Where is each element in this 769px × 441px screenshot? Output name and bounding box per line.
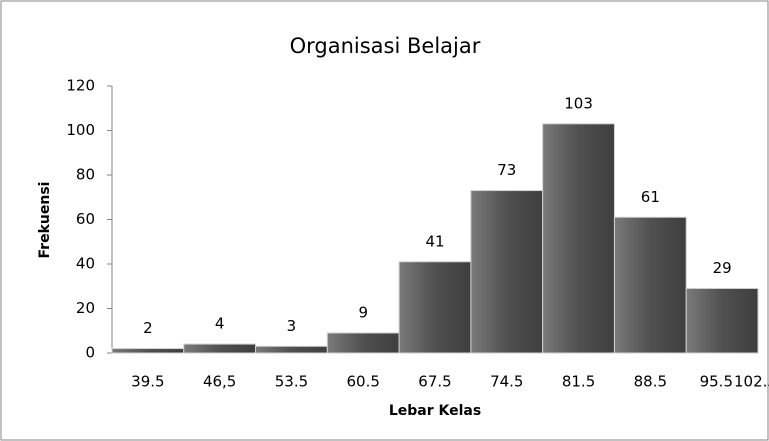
x-tick-label: 67.5 [418, 373, 451, 391]
bar [542, 123, 615, 354]
x-tick-label: 81.5 [562, 373, 595, 391]
bar [398, 261, 472, 354]
x-tick-label: 102.5 [734, 373, 769, 391]
value-label: 3 [287, 317, 297, 335]
bar [613, 216, 687, 354]
x-tick-label: 95.5 [700, 373, 733, 391]
y-tick-label: 20 [76, 299, 95, 317]
x-tick-label: 53.5 [275, 373, 308, 391]
x-tick-label: 60.5 [347, 373, 380, 391]
value-label: 103 [564, 94, 593, 112]
value-label: 73 [497, 161, 516, 179]
bar [111, 348, 185, 354]
x-axis-label: Lebar Kelas [389, 403, 481, 419]
y-tick-label: 80 [76, 166, 95, 184]
y-tick-label: 0 [85, 344, 95, 362]
y-axis-label: Frekuensi [37, 182, 53, 259]
bar [470, 190, 544, 354]
bar [183, 343, 257, 354]
y-tick-label: 120 [66, 77, 95, 95]
value-label: 2 [143, 319, 153, 337]
bar [685, 287, 759, 354]
value-label: 41 [425, 232, 444, 250]
x-tick-label: 74.5 [490, 373, 523, 391]
value-label: 61 [641, 188, 660, 206]
x-tick-label: 46,5 [203, 373, 236, 391]
y-tick-label: 40 [76, 255, 95, 273]
y-tick-label: 60 [76, 210, 95, 228]
x-tick-label: 88.5 [634, 373, 667, 391]
chart-title: Organisasi Belajar [290, 34, 481, 58]
value-label: 29 [713, 259, 732, 277]
bar [255, 345, 328, 354]
x-tick-label: 39.5 [131, 373, 164, 391]
bar [326, 332, 400, 354]
value-label: 4 [215, 315, 225, 333]
value-label: 9 [358, 303, 368, 321]
y-tick-label: 100 [66, 121, 95, 139]
